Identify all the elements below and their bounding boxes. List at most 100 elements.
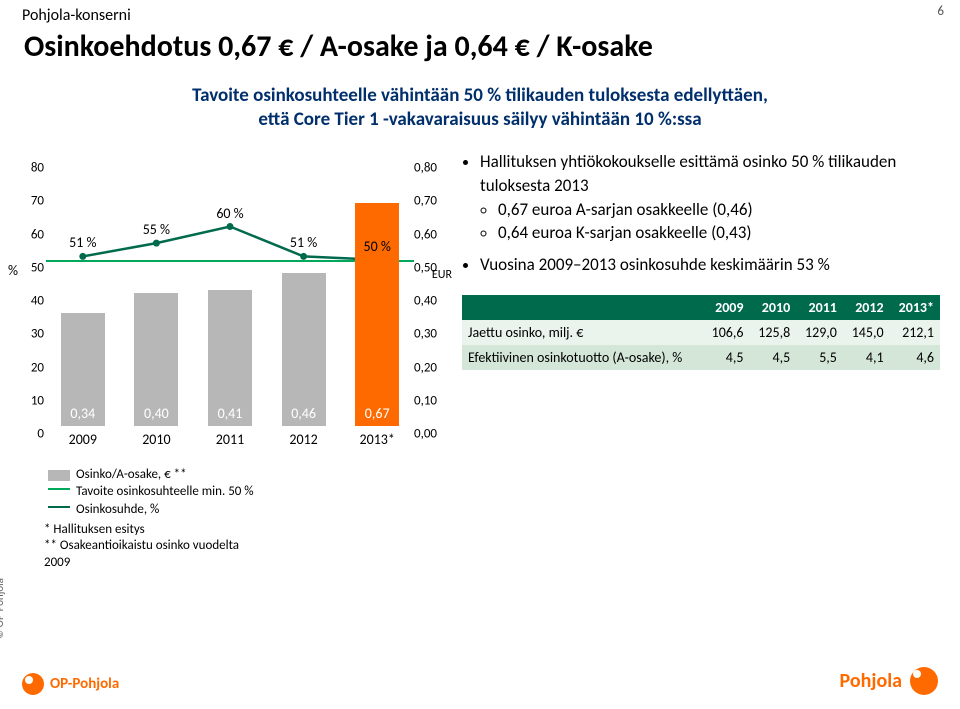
legend-target-label: Tavoite osinkosuhteelle min. 50 % <box>76 484 254 500</box>
table-cell: 106,6 <box>703 320 750 345</box>
table-cell: 212,1 <box>890 320 940 345</box>
y-right-tick: 0,70 <box>414 194 444 209</box>
line-value-label: 50 % <box>364 238 391 255</box>
footer-logo-right: Pohjola <box>840 667 938 695</box>
bar: 0,41 <box>208 290 252 426</box>
table-header-row: 20092010201120122013* <box>462 295 940 320</box>
page-number: 6 <box>937 4 944 19</box>
line-marker <box>227 223 234 230</box>
bullet-1b: 0,64 euroa K-sarjan osakkeelle (0,43) <box>498 221 940 245</box>
footer-left-text: OP-Pohjola <box>50 675 119 693</box>
line-marker <box>153 240 160 247</box>
table-cell: 145,0 <box>843 320 890 345</box>
y-left-tick: 60 <box>22 227 44 242</box>
y-left-tick: 30 <box>22 327 44 342</box>
bar: 0,46 <box>282 273 326 426</box>
x-category-label: 2009 <box>69 431 97 448</box>
pohjola-logo-icon <box>910 667 938 695</box>
y-left-tick: 0 <box>22 427 44 442</box>
legend-line: Osinkosuhde, % <box>48 502 254 518</box>
y-left-tick: 40 <box>22 294 44 309</box>
legend-bar-label: Osinko/A-osake, € ** <box>76 467 187 483</box>
bullet-1: Hallituksen yhtiökokoukselle esittämä os… <box>480 150 940 245</box>
page-title: Osinkoehdotus 0,67 € / A-osake ja 0,64 €… <box>24 28 936 65</box>
table-header-cell: 2012 <box>843 295 890 320</box>
table-cell: Jaettu osinko, milj. € <box>462 320 703 345</box>
y-left-tick: 80 <box>22 161 44 176</box>
line-series <box>83 227 377 260</box>
legend-swatch-target <box>48 488 70 490</box>
y-left-label: % <box>8 262 18 279</box>
table-cell: 4,5 <box>749 345 796 370</box>
subtitle-line1: Tavoite osinkosuhteelle vähintään 50 % t… <box>192 84 768 107</box>
y-right-tick: 0,00 <box>414 427 444 442</box>
table-cell: 125,8 <box>749 320 796 345</box>
y-left-tick: 70 <box>22 194 44 209</box>
legend-swatch-bar <box>48 470 70 481</box>
table-header-cell <box>462 295 703 320</box>
bar-value-label: 0,34 <box>61 405 105 422</box>
bar-value-label: 0,41 <box>208 405 252 422</box>
combo-chart: % EUR 0,3451 %0,4055 %0,4160 %0,4651 %0,… <box>8 150 452 460</box>
table-header-cell: 2010 <box>749 295 796 320</box>
table-cell: 5,5 <box>796 345 843 370</box>
legend-target: Tavoite osinkosuhteelle min. 50 % <box>48 484 254 500</box>
bar-value-label: 0,67 <box>355 405 399 422</box>
company-header: Pohjola-konserni <box>22 6 131 25</box>
right-column: Hallituksen yhtiökokoukselle esittämä os… <box>462 150 940 370</box>
footnote-1: * Hallituksen esitys <box>44 522 244 538</box>
data-table-wrap: 20092010201120122013* Jaettu osinko, mil… <box>462 295 940 370</box>
chart-legend: Osinko/A-osake, € ** Tavoite osinkosuhte… <box>48 466 254 519</box>
bullet-1-text: Hallituksen yhtiökokoukselle esittämä os… <box>480 151 896 196</box>
line-value-label: 55 % <box>143 221 170 238</box>
chart-footnotes: * Hallituksen esitys ** Osakeantioikaist… <box>44 522 244 571</box>
table-cell: Efektiivinen osinkotuotto (A-osake), % <box>462 345 703 370</box>
op-logo-icon <box>22 673 44 695</box>
x-category-label: 2012 <box>289 431 317 448</box>
y-right-tick: 0,20 <box>414 360 444 375</box>
table-cell: 129,0 <box>796 320 843 345</box>
table-row: Efektiivinen osinkotuotto (A-osake), %4,… <box>462 345 940 370</box>
y-right-tick: 0,10 <box>414 393 444 408</box>
bullet-1a: 0,67 euroa A-sarjan osakkeelle (0,46) <box>498 198 940 222</box>
legend-line-label: Osinkosuhde, % <box>76 502 159 518</box>
bar: 0,40 <box>134 293 178 426</box>
footer-logo-left: OP-Pohjola <box>22 673 119 695</box>
x-category-label: 2011 <box>216 431 244 448</box>
y-right-tick: 0,60 <box>414 227 444 242</box>
x-category-label: 2010 <box>142 431 170 448</box>
copyright: © OP-Pohjola <box>0 578 6 639</box>
y-left-tick: 20 <box>22 360 44 375</box>
y-right-tick: 0,80 <box>414 161 444 176</box>
table-header-cell: 2013* <box>890 295 940 320</box>
bullet-2: Vuosina 2009–2013 osinkosuhde keskimääri… <box>480 253 940 277</box>
line-value-label: 51 % <box>69 234 96 251</box>
table-header-cell: 2011 <box>796 295 843 320</box>
table-header-cell: 2009 <box>703 295 750 320</box>
y-right-tick: 0,40 <box>414 294 444 309</box>
table-body: Jaettu osinko, milj. €106,6125,8129,0145… <box>462 320 940 370</box>
footnote-2: ** Osakeantioikaistu osinko vuodelta 200… <box>44 538 244 571</box>
table-cell: 4,1 <box>843 345 890 370</box>
bullet-list: Hallituksen yhtiökokoukselle esittämä os… <box>462 150 940 277</box>
bar-value-label: 0,46 <box>282 405 326 422</box>
plot-area: 0,34 51 % 0,40 55 % 0,41 60 % 0,46 51 % 0,67 50 % <box>46 160 414 426</box>
bar-value-label: 0,40 <box>134 405 178 422</box>
subtitle: Tavoite osinkosuhteelle vähintään 50 % t… <box>24 84 936 132</box>
bar: 0,34 <box>61 313 105 426</box>
line-value-label: 60 % <box>216 204 243 221</box>
y-right-tick: 0,50 <box>414 260 444 275</box>
y-left-tick: 10 <box>22 393 44 408</box>
table-row: Jaettu osinko, milj. €106,6125,8129,0145… <box>462 320 940 345</box>
line-value-label: 51 % <box>290 234 317 251</box>
legend-swatch-line <box>48 506 70 508</box>
chart-region: % EUR 0,3451 %0,4055 %0,4160 %0,4651 %0,… <box>8 150 452 530</box>
legend-bar: Osinko/A-osake, € ** <box>48 467 254 483</box>
subtitle-line2: että Core Tier 1 -vakavaraisuus säilyy v… <box>258 108 701 131</box>
data-table: 20092010201120122013* Jaettu osinko, mil… <box>462 295 940 370</box>
bar: 0,67 <box>355 203 399 426</box>
footer-right-text: Pohjola <box>840 669 902 693</box>
x-category-label: 2013* <box>360 431 395 448</box>
table-cell: 4,6 <box>890 345 940 370</box>
table-cell: 4,5 <box>703 345 750 370</box>
